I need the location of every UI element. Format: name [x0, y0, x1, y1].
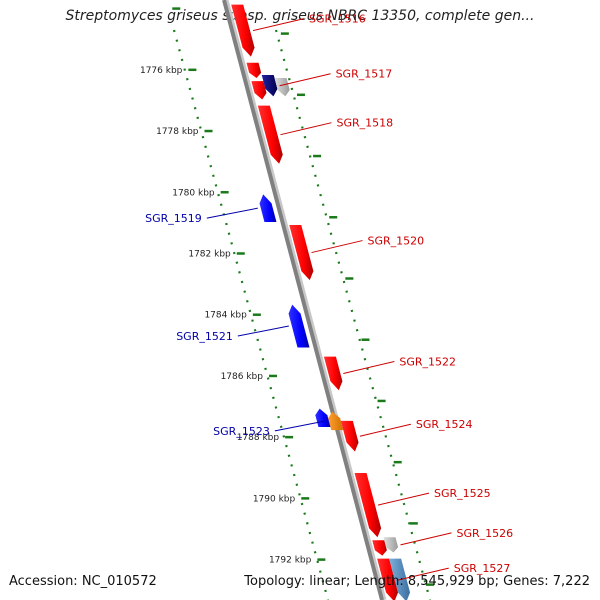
- label-leader-line: [397, 567, 449, 581]
- map-title: Streptomyces griseus subsp. griseus NBRC…: [65, 8, 535, 24]
- gene-label[interactable]: SGR_1525: [434, 487, 491, 500]
- label-leader-line: [279, 73, 331, 87]
- label-group: SGR_1516 SGR_1517 SGR_1518 SGR_1519 SGR_1520…: [145, 13, 513, 581]
- tick-label: 1776 kbp: [140, 66, 183, 76]
- label-leader-line: [274, 420, 326, 432]
- axis-group: [222, 0, 387, 600]
- gene-sgr-1526[interactable]: [383, 537, 399, 553]
- gene-sgr-1522[interactable]: [323, 356, 343, 391]
- label-leader-line: [311, 240, 363, 254]
- tick-label: 1788 kbp: [237, 433, 280, 443]
- accession-text: Accession: NC_010572: [9, 574, 157, 589]
- gene-label[interactable]: SGR_1517: [336, 68, 393, 81]
- gene-sgr-1517c[interactable]: [274, 78, 290, 97]
- tick-label: 1784 kbp: [204, 311, 247, 321]
- gene-sgr-1517[interactable]: [261, 75, 278, 97]
- tick-track-group: 1776 kbp 1778 kbp 1780 kbp 1782 kbp 1784 kbp…: [140, 7, 434, 600]
- gene-sgr-1518[interactable]: [257, 105, 283, 164]
- gene-sgr-1523b[interactable]: [315, 408, 331, 428]
- gene-sgr-1517a[interactable]: [246, 62, 262, 79]
- gene-sgr-1523[interactable]: [328, 411, 344, 431]
- gene-sgr-1524[interactable]: [340, 420, 359, 452]
- gene-group[interactable]: [231, 4, 411, 600]
- tick-label: 1778 kbp: [156, 127, 199, 137]
- label-leader-line: [377, 492, 430, 506]
- gene-label[interactable]: SGR_1524: [416, 418, 473, 431]
- label-leader-line: [359, 423, 411, 437]
- tick-label: 1786 kbp: [221, 372, 264, 382]
- tick-label: 1790 kbp: [253, 494, 296, 504]
- gene-sgr-1527[interactable]: [377, 558, 399, 600]
- gene-label[interactable]: SGR_1516: [309, 13, 366, 26]
- genome-axis: [222, 0, 384, 600]
- gene-label[interactable]: SGR_1522: [399, 355, 456, 368]
- gene-label[interactable]: SGR_1526: [456, 527, 513, 540]
- gene-label[interactable]: SGR_1527: [454, 562, 511, 575]
- gene-sgr-1519[interactable]: [259, 194, 277, 222]
- gene-label[interactable]: SGR_1519: [145, 212, 202, 225]
- gene-label[interactable]: SGR_1518: [336, 117, 393, 130]
- label-leader-line: [280, 122, 332, 136]
- gene-sgr-1521[interactable]: [288, 304, 310, 348]
- gene-sgr-1525[interactable]: [354, 472, 382, 538]
- gene-label[interactable]: SGR_1521: [176, 330, 233, 343]
- label-leader-line: [237, 325, 289, 337]
- gene-sgr-1517b[interactable]: [251, 81, 267, 100]
- summary-text: Topology: linear; Length: 8,545,929 bp; …: [244, 574, 590, 589]
- gene-sgr-1516[interactable]: [231, 4, 255, 57]
- label-leader-line: [252, 18, 305, 32]
- gene-label[interactable]: SGR_1523: [213, 425, 270, 438]
- gene-label[interactable]: SGR_1520: [368, 235, 425, 248]
- label-leader-line: [343, 360, 395, 374]
- tick-label: 1780 kbp: [172, 188, 215, 198]
- tick-label: 1792 kbp: [269, 556, 312, 566]
- tick-label: 1782 kbp: [188, 249, 231, 259]
- label-leader-line: [206, 207, 258, 219]
- gene-sgr-1520[interactable]: [289, 225, 314, 281]
- gene-sgr-1526a[interactable]: [372, 540, 387, 556]
- label-leader-line: [400, 532, 452, 546]
